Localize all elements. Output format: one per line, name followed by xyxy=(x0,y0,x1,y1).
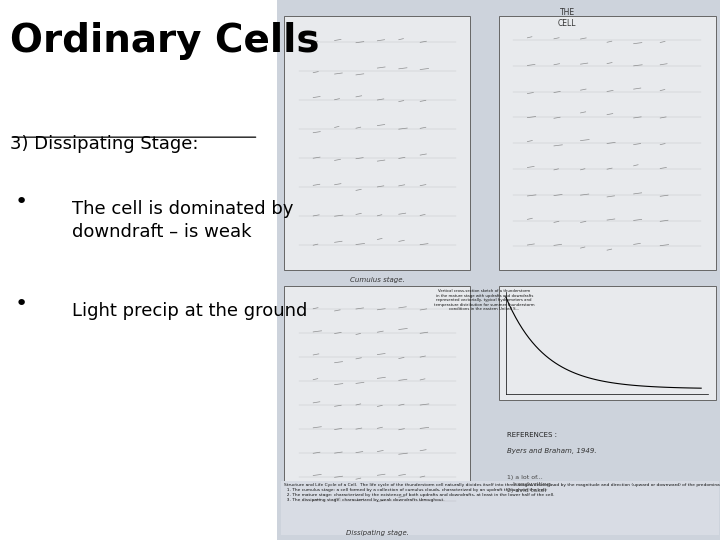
Text: •: • xyxy=(15,192,28,212)
Bar xyxy=(472,286,496,400)
Text: Ordinary Cells: Ordinary Cells xyxy=(10,22,320,59)
Bar xyxy=(284,286,470,524)
Text: Light precip at the ground: Light precip at the ground xyxy=(72,302,307,320)
Text: Cumulus stage.: Cumulus stage. xyxy=(350,276,405,282)
Text: Vertical cross-section sketch of a thunderstorm
in the mature stage with updraft: Vertical cross-section sketch of a thund… xyxy=(434,289,534,311)
Bar xyxy=(277,0,720,540)
Bar xyxy=(498,286,716,400)
Bar xyxy=(498,16,716,270)
Bar xyxy=(284,16,470,270)
Text: REFERENCES :: REFERENCES : xyxy=(508,432,557,438)
Text: 1) a lot of...
   handwriting...
2) avid taker: 1) a lot of... handwriting... 2) avid ta… xyxy=(508,475,557,494)
Text: •: • xyxy=(15,294,28,314)
Text: 3) Dissipating Stage:: 3) Dissipating Stage: xyxy=(10,135,199,153)
Text: Structure and Life Cycle of a Cell.  The life cycle of the thunderstorm cell nat: Structure and Life Cycle of a Cell. The … xyxy=(284,483,720,502)
Bar xyxy=(281,481,719,535)
Text: Dissipating stage.: Dissipating stage. xyxy=(346,530,409,536)
Text: Byers and Braham, 1949.: Byers and Braham, 1949. xyxy=(508,448,597,454)
Text: THE
CELL: THE CELL xyxy=(558,8,577,28)
Text: The cell is dominated by
downdraft – is weak: The cell is dominated by downdraft – is … xyxy=(72,200,294,241)
